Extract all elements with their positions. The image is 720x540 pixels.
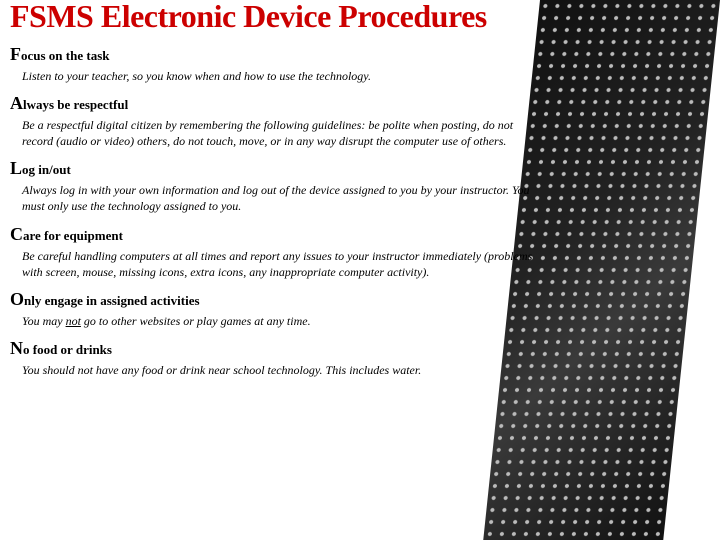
page-title: FSMS Electronic Device Procedures [10, 0, 542, 34]
heading-rest: ocus on the task [21, 48, 110, 63]
heading-rest: nly engage in assigned activities [24, 293, 200, 308]
heading-rest: o food or drinks [23, 342, 112, 357]
heading-cap: L [10, 158, 22, 178]
heading-cap: F [10, 44, 21, 64]
heading-cap: C [10, 224, 23, 244]
section-heading-log: Log in/out [10, 158, 542, 179]
section-body-always: Be a respectful digital citizen by remem… [10, 117, 542, 149]
body-pre: You may [22, 314, 66, 328]
section-heading-only: Only engage in assigned activities [10, 289, 542, 310]
heading-rest: og in/out [22, 162, 71, 177]
section-body-nofood: You should not have any food or drink ne… [10, 362, 542, 378]
section-heading-always: Always be respectful [10, 93, 542, 114]
heading-cap: O [10, 289, 24, 309]
section-body-log: Always log in with your own information … [10, 182, 542, 214]
section-body-only: You may not go to other websites or play… [10, 313, 542, 329]
body-post: go to other websites or play games at an… [81, 314, 311, 328]
heading-cap: N [10, 338, 23, 358]
heading-rest: are for equipment [23, 228, 123, 243]
heading-rest: lways be respectful [23, 97, 128, 112]
section-body-focus: Listen to your teacher, so you know when… [10, 68, 542, 84]
section-heading-care: Care for equipment [10, 224, 542, 245]
section-heading-focus: Focus on the task [10, 44, 542, 65]
section-heading-nofood: No food or drinks [10, 338, 542, 359]
heading-cap: A [10, 93, 23, 113]
body-underline: not [66, 314, 81, 328]
section-body-care: Be careful handling computers at all tim… [10, 248, 542, 280]
document-content: FSMS Electronic Device Procedures Focus … [10, 0, 550, 378]
